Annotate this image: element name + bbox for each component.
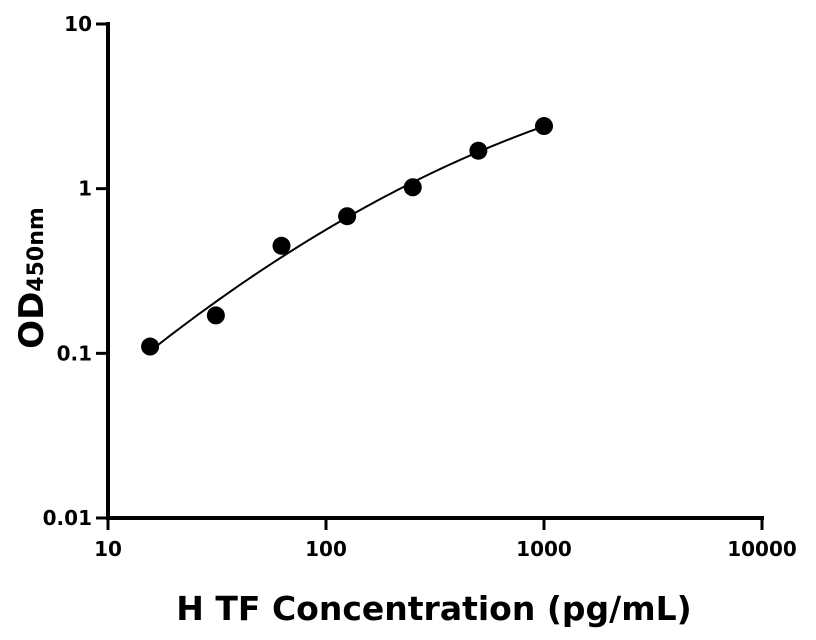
- x-tick-label: 1000: [516, 537, 572, 561]
- data-point: [206, 306, 225, 325]
- data-point: [272, 236, 291, 255]
- axes-layer: [106, 22, 764, 520]
- data-point: [338, 207, 357, 226]
- data-point: [535, 117, 553, 136]
- data-point: [403, 178, 422, 197]
- x-tick-label: 10000: [727, 537, 797, 561]
- x-tick-label: 10: [94, 537, 122, 561]
- y-tick-label: 1: [78, 177, 92, 201]
- ticks-layer: 0.01 0.1 1 10 10 100 1000 10000: [43, 12, 797, 561]
- x-tick-label: 100: [305, 537, 347, 561]
- y-axis-title-main: OD: [12, 292, 52, 349]
- y-tick-label: 10: [64, 12, 92, 36]
- y-tick-label: 0.01: [43, 506, 92, 530]
- data-point: [141, 337, 160, 356]
- y-axis-title-subscript: 450nm: [24, 207, 49, 292]
- data-point: [469, 141, 488, 160]
- data-points-layer: [141, 117, 553, 356]
- y-tick-label: 0.1: [57, 341, 92, 365]
- y-axis-title: OD450nm: [12, 207, 52, 349]
- x-axis-title: H TF Concentration (pg/mL): [176, 589, 691, 628]
